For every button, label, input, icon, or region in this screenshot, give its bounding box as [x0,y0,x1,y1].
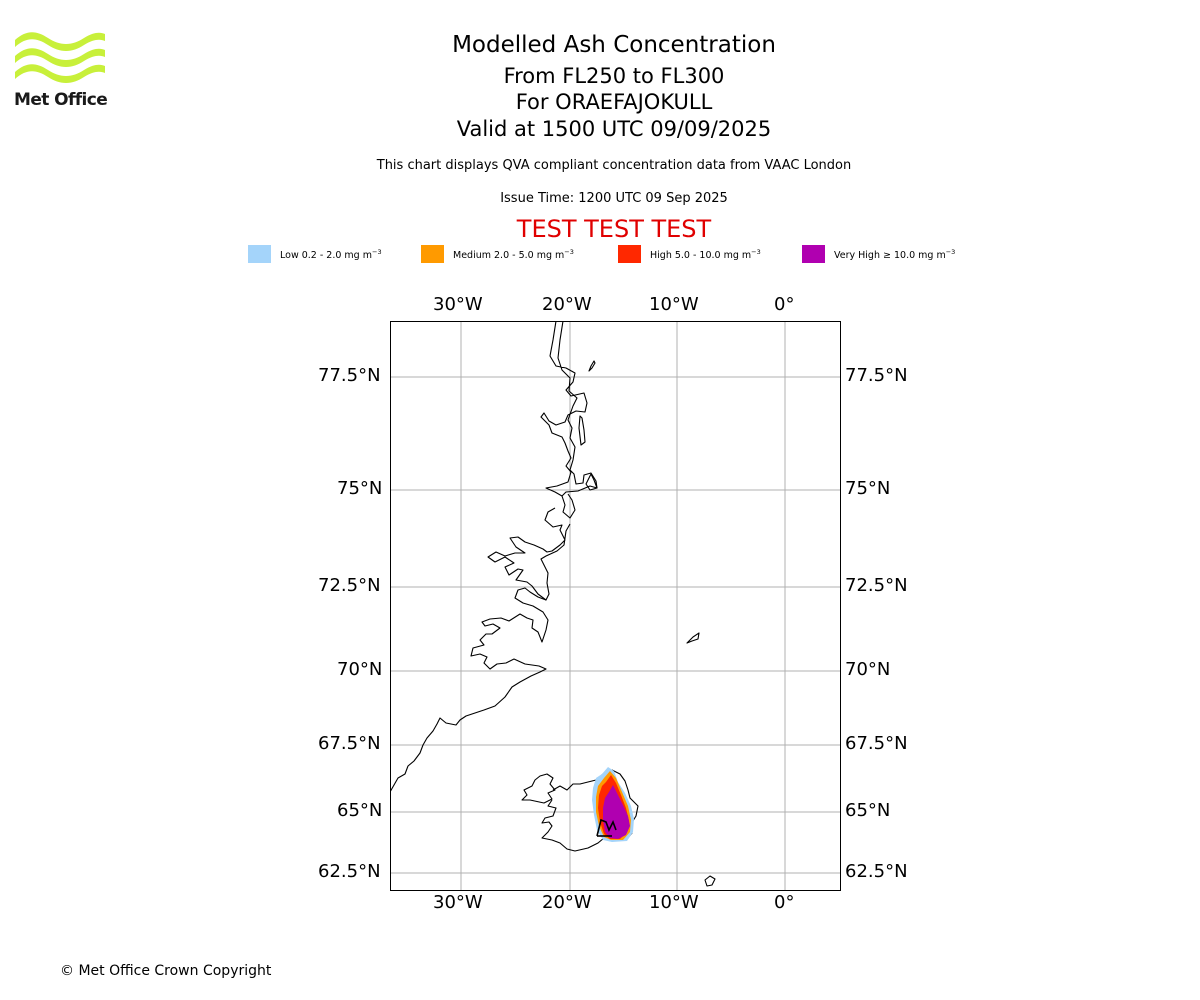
lat-label-right-77-5: 77.5°N [845,365,908,386]
lon-label-bottom-20w: 20°W [542,892,592,913]
lon-label-top-10w: 10°W [649,294,699,315]
legend-label-medium: Medium 2.0 - 5.0 mg m [453,249,565,261]
lon-label-top-0: 0° [774,294,795,315]
test-banner: TEST TEST TEST [516,215,712,243]
lon-label-bottom-10w: 10°W [649,892,699,913]
greenland-coast-south [390,587,549,793]
lat-label-right-75: 75°N [845,478,891,499]
legend-item-medium: Medium 2.0 - 5.0 mg m−3 [421,244,574,264]
lon-label-bottom-0: 0° [774,892,795,913]
chart-description: This chart displays QVA compliant concen… [376,158,852,173]
legend-swatch-low [248,245,271,263]
legend-item-high: High 5.0 - 10.0 mg m−3 [618,244,761,264]
legend-unit-exp: −3 [751,247,761,256]
greenland-fjords [487,493,576,601]
legend-unit-exp: −3 [372,247,382,256]
legend-label-high: High 5.0 - 10.0 mg m [650,249,752,261]
greenland-islands [578,360,598,491]
lat-label-left-62-5: 62.5°N [318,861,381,882]
legend-unit-exp: −3 [564,247,574,256]
valid-time: Valid at 1500 UTC 09/09/2025 [456,117,772,141]
volcano-marker-icon [596,818,617,837]
issue-time: Issue Time: 1200 UTC 09 Sep 2025 [500,191,728,206]
flight-levels: From FL250 to FL300 [503,64,725,88]
lat-label-right-67-5: 67.5°N [845,733,908,754]
lat-label-left-77-5: 77.5°N [318,365,381,386]
lat-label-right-62-5: 62.5°N [845,861,908,882]
lat-label-right-70: 70°N [845,659,891,680]
lon-label-bottom-30w: 30°W [433,892,483,913]
faroe-coast [704,875,716,887]
legend-swatch-high [618,245,641,263]
met-office-waves-icon [15,32,105,83]
ash-very-high [603,785,630,839]
legend-item-low: Low 0.2 - 2.0 mg m−3 [248,244,382,264]
legend-item-very-high: Very High ≥ 10.0 mg m−3 [802,244,955,264]
lat-label-left-65: 65°N [337,800,383,821]
chart-title: Modelled Ash Concentration [452,32,776,58]
legend-swatch-medium [421,245,444,263]
met-office-logo: Met Office [14,30,108,112]
legend-swatch-very-high [802,245,825,263]
lat-label-right-72-5: 72.5°N [845,575,908,596]
map-frame [390,321,841,891]
legend-label-low: Low 0.2 - 2.0 mg m [280,249,372,261]
lat-label-right-65: 65°N [845,800,891,821]
lon-label-top-20w: 20°W [542,294,592,315]
greenland-coast [540,321,598,497]
logo-text: Met Office [14,90,108,110]
legend-unit-exp: −3 [945,247,956,256]
ash-plume [592,767,634,842]
copyright-text: © Met Office Crown Copyright [60,963,272,979]
ash-map [390,321,841,891]
legend-label-very-high: Very High ≥ 10.0 mg m [834,249,946,261]
lat-label-left-75: 75°N [337,478,383,499]
lat-label-left-70: 70°N [337,659,383,680]
lat-label-left-67-5: 67.5°N [318,733,381,754]
lat-label-left-72-5: 72.5°N [318,575,381,596]
jan-mayen-coast [686,632,700,644]
lon-label-top-30w: 30°W [433,294,483,315]
volcano-name: For ORAEFAJOKULL [515,90,713,114]
